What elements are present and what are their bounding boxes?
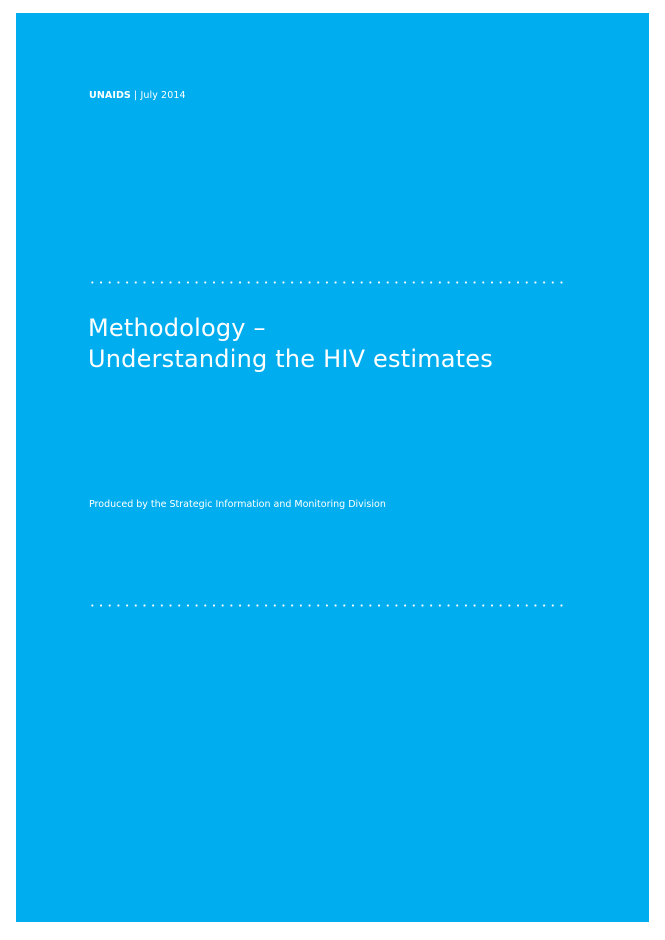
cover-page: UNAIDS | July 2014 Methodology – Underst… — [16, 13, 649, 922]
document-title: Methodology – Understanding the HIV esti… — [88, 313, 493, 375]
separator: | — [134, 90, 138, 101]
title-line-1: Methodology – — [88, 314, 266, 342]
dotted-divider-top — [88, 281, 568, 284]
subtitle: Produced by the Strategic Information an… — [89, 499, 386, 510]
dotted-divider-bottom — [88, 604, 568, 607]
org-name: UNAIDS — [89, 90, 131, 101]
publication-date: July 2014 — [140, 90, 186, 101]
title-line-2: Understanding the HIV estimates — [88, 345, 493, 373]
header: UNAIDS | July 2014 — [89, 90, 186, 101]
